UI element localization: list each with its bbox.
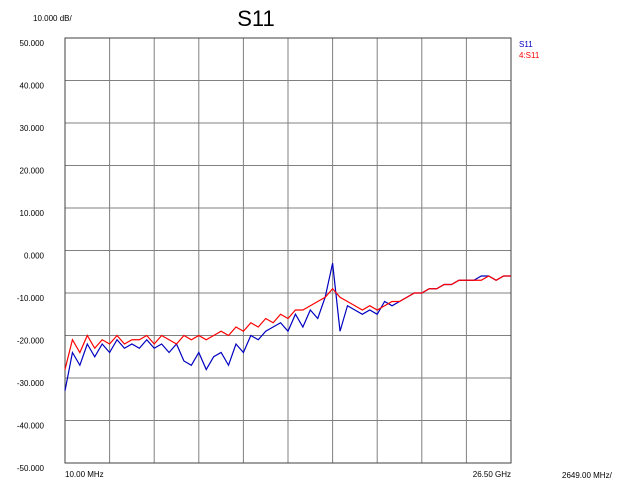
y-tick-label: -50.000 <box>17 464 45 473</box>
y-division-label: 10.000 dB/ <box>33 14 72 23</box>
legend-label: S11 <box>519 40 533 49</box>
y-tick-label: 0.000 <box>24 252 45 261</box>
y-tick-label: 20.000 <box>20 167 45 176</box>
y-tick-label: 10.000 <box>20 209 45 218</box>
y-tick-label: 50.000 <box>20 39 45 48</box>
y-tick-label: 40.000 <box>20 82 45 91</box>
y-tick-label: 30.000 <box>20 124 45 133</box>
y-tick-label: -10.000 <box>17 294 45 303</box>
x-division-label: 2649.00 MHz/ <box>562 471 613 480</box>
x-tick-label: 10.00 MHz <box>65 470 104 479</box>
chart-title: S11 <box>237 6 275 31</box>
x-tick-label: 26.50 GHz <box>473 470 511 479</box>
y-tick-label: -20.000 <box>17 337 45 346</box>
y-tick-label: -40.000 <box>17 422 45 431</box>
series-line <box>64 275 511 370</box>
y-tick-label: -30.000 <box>17 379 45 388</box>
legend-label: 4:S11 <box>519 51 540 60</box>
plot-border <box>64 37 512 464</box>
